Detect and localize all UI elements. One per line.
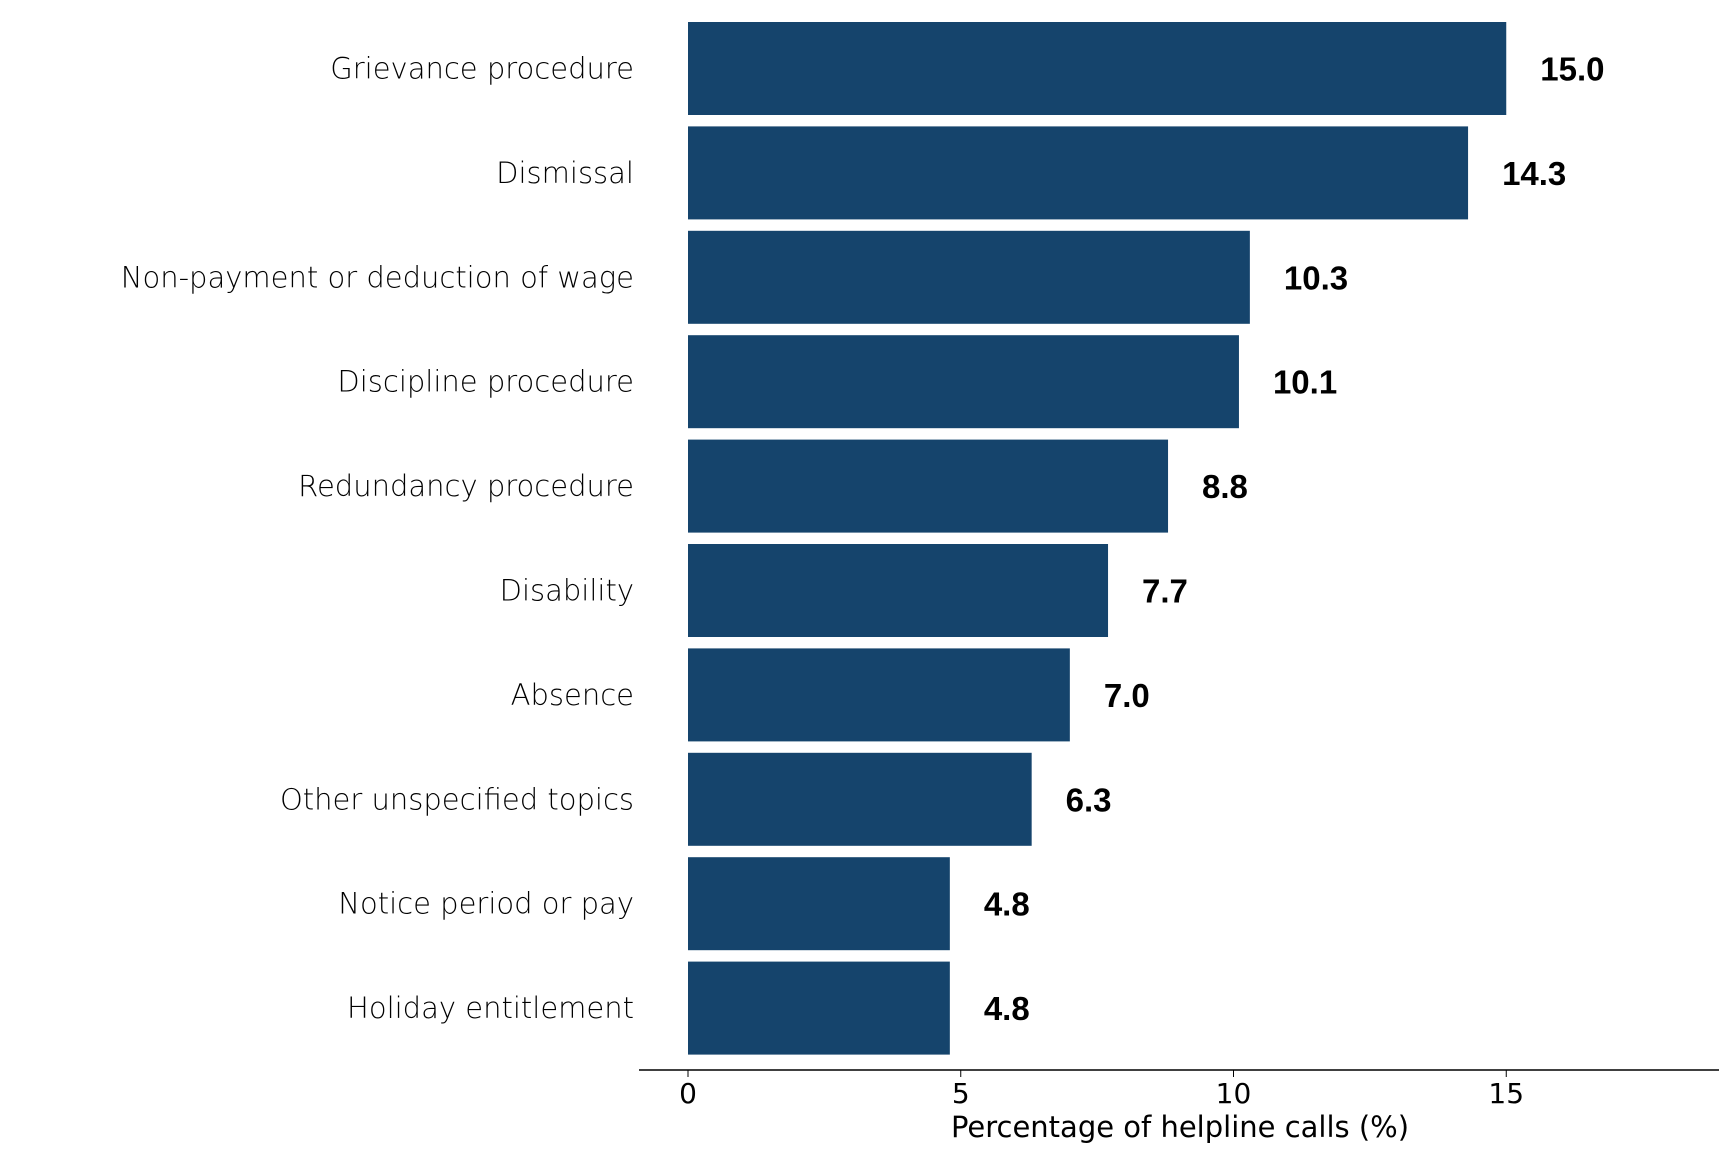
x-tick-label: 15 <box>1488 1077 1524 1110</box>
category-label: Non-payment or deduction of wage <box>121 260 634 294</box>
bar <box>688 752 1032 846</box>
category-label: Dismissal <box>496 156 634 190</box>
data-label: 8.8 <box>1202 468 1248 505</box>
category-label: Disability <box>500 574 634 608</box>
bar <box>688 544 1109 637</box>
data-label: 4.8 <box>984 886 1030 923</box>
x-tick-label: 5 <box>952 1077 970 1110</box>
bar <box>688 335 1239 429</box>
bar <box>688 439 1169 533</box>
bar <box>688 961 950 1055</box>
x-axis-ticks: 0 5 10 15 <box>679 1070 1524 1110</box>
data-label: 7.7 <box>1142 573 1188 610</box>
data-label: 10.1 <box>1273 364 1337 401</box>
x-tick-label: 0 <box>679 1077 697 1110</box>
x-axis-label: Percentage of helpline calls (%) <box>951 1110 1409 1144</box>
category-label: Redundancy procedure <box>298 469 634 503</box>
bar <box>688 648 1070 742</box>
data-label: 6.3 <box>1066 781 1112 818</box>
bar <box>688 857 950 951</box>
bar <box>688 126 1469 220</box>
data-label: 10.3 <box>1284 259 1348 296</box>
category-label: Absence <box>511 678 634 712</box>
data-label: 15.0 <box>1540 51 1604 88</box>
category-label: Notice period or pay <box>338 887 634 921</box>
category-label: Holiday entitlement <box>347 991 634 1025</box>
x-tick-label: 10 <box>1216 1077 1252 1110</box>
data-label: 7.0 <box>1104 677 1150 714</box>
data-label: 4.8 <box>984 990 1030 1027</box>
bar <box>688 22 1507 115</box>
bars-group: Grievance procedure 15.0 Dismissal 14.3 Non-… <box>121 22 1604 1055</box>
bar <box>688 230 1250 324</box>
category-label: Grievance procedure <box>330 52 634 86</box>
category-label: Discipline procedure <box>337 365 634 399</box>
category-label: Other unspecified topics <box>280 782 634 816</box>
data-label: 14.3 <box>1502 155 1566 192</box>
